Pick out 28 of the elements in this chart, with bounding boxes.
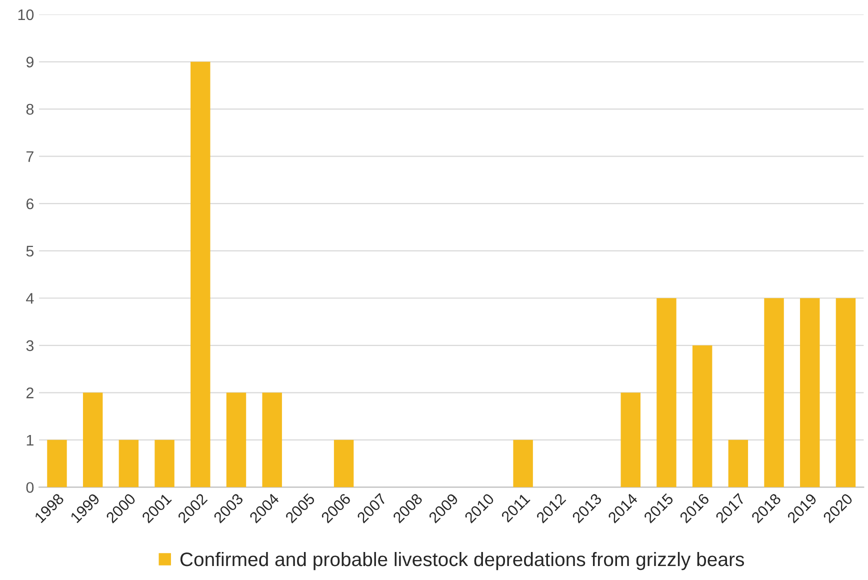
y-tick-label: 5 <box>26 246 34 257</box>
legend-label: Confirmed and probable livestock depredations from grizzly bears <box>180 552 744 570</box>
bar <box>118 440 139 488</box>
y-tick-label: 3 <box>26 340 34 352</box>
bar <box>620 392 640 488</box>
bar <box>262 392 282 488</box>
y-tick-label: 0 <box>26 482 34 493</box>
bar <box>513 440 533 488</box>
bar <box>154 440 174 488</box>
bar <box>47 440 67 488</box>
y-tick-label: 6 <box>26 198 34 210</box>
bar <box>836 298 856 488</box>
bar <box>764 298 784 488</box>
bar <box>334 440 354 488</box>
y-tick-label: 1 <box>26 434 34 446</box>
y-tick-label: 2 <box>26 388 34 398</box>
y-tick-label: 8 <box>26 104 34 115</box>
bar <box>226 392 246 488</box>
y-tick-label: 10 <box>18 9 34 20</box>
bar <box>656 298 676 488</box>
bar <box>82 392 103 488</box>
bar <box>190 62 210 488</box>
y-tick-label: 7 <box>26 151 34 162</box>
bar <box>692 345 712 488</box>
y-tick-label: 9 <box>26 56 34 68</box>
bar <box>800 298 820 488</box>
y-tick-label: 4 <box>26 293 34 304</box>
bar <box>728 440 748 488</box>
